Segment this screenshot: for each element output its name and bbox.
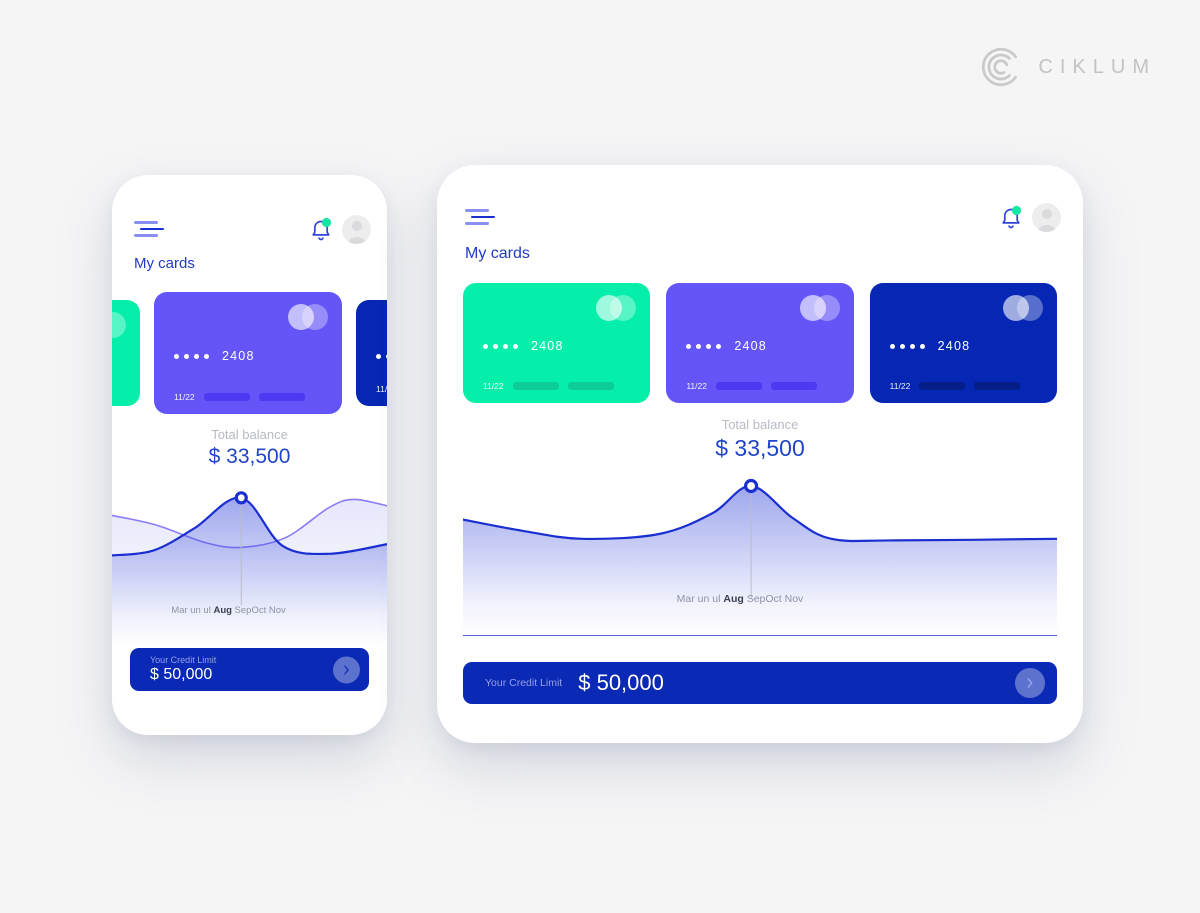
cards-carousel[interactable]: 2408 11/22 2408 11/22 2408 11/22 bbox=[112, 291, 387, 415]
ciklum-mark-icon bbox=[982, 47, 1018, 87]
cards-row: 2408 11/22 2408 11/22 2408 11/22 bbox=[463, 283, 1057, 403]
credit-limit-label: Your Credit Limit bbox=[485, 677, 563, 689]
chevron-right-icon[interactable] bbox=[1015, 668, 1045, 698]
card-network-icon bbox=[799, 295, 840, 321]
card-strip bbox=[203, 393, 250, 401]
card-green[interactable]: 2408 11/22 bbox=[112, 300, 140, 406]
card-expiry: 11/22 bbox=[483, 381, 504, 391]
balance-label: Total balance bbox=[211, 427, 288, 442]
card-network-icon bbox=[596, 295, 637, 321]
card-number: 2408 bbox=[483, 339, 564, 353]
balance-label: Total balance bbox=[721, 417, 799, 432]
credit-limit-button[interactable]: Your Credit Limit $ 50,000 bbox=[130, 648, 369, 691]
chart-baseline bbox=[463, 635, 1057, 636]
card-network-icon bbox=[1002, 295, 1043, 321]
notifications-bell-icon[interactable] bbox=[309, 217, 333, 243]
avatar[interactable] bbox=[342, 215, 371, 244]
balance-value: $ 33,500 bbox=[208, 445, 291, 468]
card-strip bbox=[770, 382, 817, 390]
credit-limit-label: Your Credit Limit bbox=[150, 655, 217, 665]
card-expiry: 11/22 bbox=[376, 384, 387, 394]
card-strip bbox=[512, 382, 559, 390]
balance-chart bbox=[463, 478, 1057, 638]
phone-header bbox=[134, 215, 371, 244]
card-strip bbox=[974, 382, 1021, 390]
credit-limit-value: $ 50,000 bbox=[150, 666, 213, 683]
card-strip bbox=[567, 382, 614, 390]
avatar[interactable] bbox=[1032, 203, 1061, 232]
card-network-icon bbox=[288, 304, 328, 330]
card-strip bbox=[919, 382, 966, 390]
card-number: 2408 bbox=[889, 339, 971, 353]
balance-value: $ 33,500 bbox=[715, 435, 805, 461]
month-axis-labels: Mar un ul Aug SepOct Nov bbox=[676, 593, 804, 605]
phone-mockup: My cards 2408 11/22 2408 11/22 2408 11/2… bbox=[112, 175, 387, 735]
page-title: My cards bbox=[134, 255, 195, 272]
card-green[interactable]: 2408 11/22 bbox=[463, 283, 651, 403]
card-number: 2408 bbox=[174, 349, 255, 363]
card-navy[interactable]: 2408 11/22 bbox=[356, 300, 387, 406]
unread-dot bbox=[321, 217, 332, 227]
card-number: 2408 bbox=[686, 339, 767, 353]
menu-icon[interactable] bbox=[465, 209, 495, 226]
total-balance: Total balance $ 33,500 bbox=[437, 417, 1083, 462]
chart-main-series bbox=[112, 491, 387, 645]
chart-main-series bbox=[463, 478, 1057, 638]
page-title: My cards bbox=[465, 245, 530, 262]
card-expiry: 11/22 bbox=[174, 392, 195, 402]
credit-limit-value: $ 50,000 bbox=[578, 670, 664, 695]
credit-limit-button[interactable]: Your Credit Limit $ 50,000 bbox=[463, 662, 1057, 704]
card-expiry: 11/22 bbox=[889, 381, 911, 391]
card-number: 2408 bbox=[376, 349, 387, 363]
card-purple[interactable]: 2408 11/22 bbox=[154, 292, 342, 414]
tablet-header bbox=[465, 203, 1061, 232]
chevron-right-icon[interactable] bbox=[333, 656, 360, 683]
total-balance: Total balance $ 33,500 bbox=[112, 427, 387, 469]
card-purple[interactable]: 2408 11/22 bbox=[666, 283, 854, 403]
chart-peak-marker[interactable] bbox=[743, 478, 759, 494]
balance-chart bbox=[112, 485, 387, 645]
card-strip bbox=[715, 382, 762, 390]
notifications-bell-icon[interactable] bbox=[999, 205, 1023, 231]
brand-logo: CIKLUM bbox=[978, 44, 1156, 90]
card-navy[interactable]: 2408 11/22 bbox=[869, 283, 1057, 403]
card-network-icon bbox=[112, 312, 126, 338]
tablet-mockup: My cards 2408 11/22 2408 11/22 2408 11/2… bbox=[437, 165, 1083, 743]
chart-peak-marker[interactable] bbox=[234, 491, 248, 505]
menu-icon[interactable] bbox=[134, 221, 164, 238]
card-expiry: 11/22 bbox=[686, 381, 707, 391]
unread-dot bbox=[1011, 205, 1022, 215]
card-strip bbox=[258, 393, 306, 401]
month-axis-labels: Mar un ul Aug SepOct Nov bbox=[171, 605, 286, 616]
brand-name: CIKLUM bbox=[1038, 55, 1156, 78]
